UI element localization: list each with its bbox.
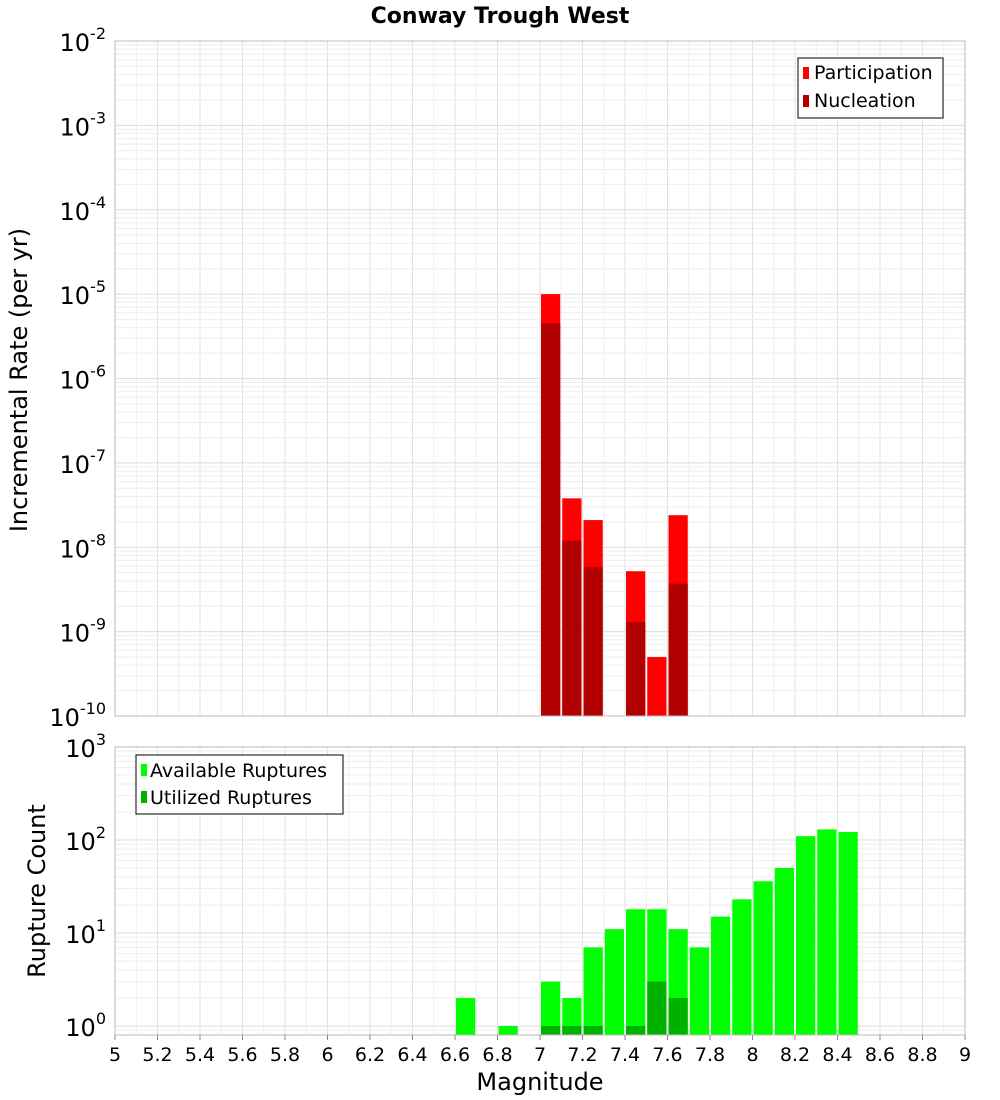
count-bar-available-ruptures: [604, 929, 624, 1035]
magnitude-x-tick-label: 8.4: [822, 1044, 852, 1066]
rate-panel: 10-10 10-9 10-8 10-7 10-6 10-5 10-4 10-3 10-2 In…: [5, 24, 966, 732]
magnitude-x-tick-label: 7.8: [695, 1044, 725, 1066]
rate-y-tick-label: 10-5: [60, 277, 107, 310]
count-bar-available-ruptures: [774, 867, 794, 1035]
magnitude-x-tick-label: 8.8: [907, 1044, 937, 1066]
count-bar-available-ruptures: [583, 947, 603, 1035]
rate-y-tick-label: 10-10: [49, 699, 106, 732]
nucleation-legend-label: Nucleation: [814, 90, 916, 112]
rate-bar-participation: [647, 657, 667, 716]
count-bar-utilized-ruptures: [626, 1025, 646, 1035]
magnitude-x-tick-label: 6.8: [482, 1044, 512, 1066]
magnitude-x-ticks: 5 5.2 5.4 5.6 5.8 6 6.2 6.4 6.6 6.8 7 7.2 7.4 7.6 7.8 8…: [109, 1035, 971, 1066]
count-bar-available-ruptures: [817, 829, 837, 1035]
available-legend-swatch: [141, 764, 147, 776]
count-bar-available-ruptures: [456, 997, 476, 1035]
magnitude-x-tick-label: 5.2: [142, 1044, 172, 1066]
rate-y-tick-label: 10-2: [60, 24, 107, 57]
magnitude-x-tick-label: 5.8: [270, 1044, 300, 1066]
rate-legend-box: [797, 57, 944, 119]
count-bar-available-ruptures: [498, 1025, 518, 1035]
rate-bar-nucleation: [541, 323, 561, 716]
count-y-tick-label: 102: [65, 823, 106, 856]
magnitude-x-tick-label: 6.2: [355, 1044, 385, 1066]
magnitude-x-tick-label: 6.4: [397, 1044, 427, 1066]
nucleation-legend-swatch: [803, 95, 809, 107]
rate-bars: [541, 294, 688, 716]
utilized-legend-label: Utilized Ruptures: [150, 787, 312, 809]
count-y-tick-label: 101: [65, 916, 106, 949]
count-legend-box: [135, 754, 344, 815]
count-bar-available-ruptures: [838, 831, 858, 1035]
magnitude-x-tick-label: 7: [534, 1044, 546, 1066]
count-bar-utilized-ruptures: [541, 1025, 561, 1035]
x-axis-label: Magnitude: [476, 1068, 603, 1096]
count-legend: Available Ruptures Utilized Ruptures: [135, 754, 344, 815]
count-bar-available-ruptures: [626, 909, 646, 1035]
count-bar-available-ruptures: [689, 947, 709, 1035]
rate-y-tick-label: 10-9: [60, 615, 107, 648]
rate-y-ticks: 10-10 10-9 10-8 10-7 10-6 10-5 10-4 10-3 10-2: [49, 24, 106, 732]
count-panel: 100 101 102 103 5 5.2 5.4 5.6 5.8 6 6.2 6.4 6.6 6.8 7…: [23, 730, 971, 1096]
count-bar-utilized-ruptures: [647, 981, 667, 1035]
rate-y-tick-label: 10-8: [60, 530, 107, 563]
count-bar-utilized-ruptures: [583, 1025, 603, 1035]
count-bar-available-ruptures: [562, 997, 582, 1035]
magnitude-x-tick-label: 5: [109, 1044, 121, 1066]
participation-legend-swatch: [803, 67, 809, 79]
rate-y-axis-label: Incremental Rate (per yr): [5, 228, 33, 532]
count-y-tick-label: 100: [65, 1009, 106, 1042]
count-bar-available-ruptures: [732, 899, 752, 1035]
magnitude-x-tick-label: 5.6: [227, 1044, 257, 1066]
rate-legend: Participation Nucleation: [797, 57, 944, 119]
count-bar-utilized-ruptures: [668, 997, 688, 1035]
magnitude-x-tick-label: 7.2: [567, 1044, 597, 1066]
count-bar-utilized-ruptures: [562, 1025, 582, 1035]
count-bar-available-ruptures: [796, 836, 816, 1035]
magnitude-x-tick-label: 8.2: [780, 1044, 810, 1066]
magnitude-x-tick-label: 6.6: [440, 1044, 470, 1066]
rate-y-tick-label: 10-4: [60, 193, 107, 226]
count-y-tick-label: 103: [65, 730, 106, 763]
chart-title: Conway Trough West: [371, 4, 630, 29]
rate-y-tick-label: 10-3: [60, 108, 107, 141]
rate-y-tick-label: 10-6: [60, 362, 107, 395]
count-y-ticks: 100 101 102 103: [65, 730, 106, 1042]
count-bars: [456, 829, 858, 1035]
magnitude-x-tick-label: 8: [746, 1044, 758, 1066]
magnitude-x-tick-label: 7.6: [652, 1044, 682, 1066]
rate-bar-nucleation: [562, 540, 582, 716]
count-bar-available-ruptures: [541, 981, 561, 1035]
count-bar-available-ruptures: [711, 916, 731, 1035]
rate-bar-nucleation: [583, 567, 603, 716]
rate-y-tick-label: 10-7: [60, 446, 107, 479]
magnitude-x-tick-label: 6: [321, 1044, 333, 1066]
rate-grid: [114, 40, 966, 717]
participation-legend-label: Participation: [814, 62, 933, 84]
count-y-axis-label: Rupture Count: [23, 804, 51, 978]
count-bar-available-ruptures: [753, 881, 773, 1035]
magnitude-x-tick-label: 8.6: [865, 1044, 895, 1066]
utilized-legend-swatch: [141, 791, 147, 803]
rate-bar-nucleation: [668, 583, 688, 716]
magnitude-x-tick-label: 9: [959, 1044, 971, 1066]
magnitude-x-tick-label: 5.4: [185, 1044, 215, 1066]
rate-bar-nucleation: [626, 622, 646, 716]
magnitude-x-tick-label: 7.4: [610, 1044, 640, 1066]
rate-plot-frame: [114, 40, 966, 717]
available-legend-label: Available Ruptures: [150, 760, 327, 782]
